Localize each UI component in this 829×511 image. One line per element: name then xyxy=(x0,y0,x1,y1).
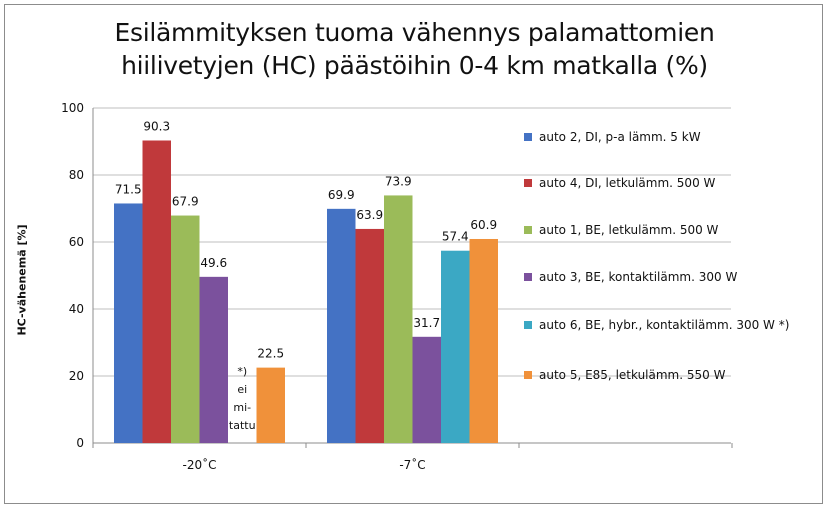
bar xyxy=(384,195,413,443)
x-tick-label: -20˚C xyxy=(183,457,217,472)
legend-swatch xyxy=(524,273,532,281)
bar xyxy=(199,276,228,443)
annotation-text: tattu xyxy=(229,419,256,432)
data-label: 90.3 xyxy=(143,119,170,133)
bar xyxy=(114,203,143,443)
legend-item: auto 5, E85, letkulämm. 550 W xyxy=(524,366,824,384)
y-tick-label: 40 xyxy=(69,302,84,316)
legend-label: auto 2, DI, p-a lämm. 5 kW xyxy=(539,130,701,144)
y-tick-label: 80 xyxy=(69,168,84,182)
x-tick-label: -7˚C xyxy=(399,457,425,472)
legend-item: auto 4, DI, letkulämm. 500 W xyxy=(524,174,824,192)
legend-swatch xyxy=(524,179,532,187)
data-label: 63.9 xyxy=(356,208,383,222)
data-label: 31.7 xyxy=(413,316,440,330)
bar xyxy=(441,250,470,443)
legend-label: auto 3, BE, kontaktilämm. 300 W xyxy=(539,270,738,284)
bar xyxy=(142,140,171,443)
data-label: 67.9 xyxy=(172,195,199,209)
data-label: 57.4 xyxy=(442,230,469,244)
legend-swatch xyxy=(524,371,532,379)
chart-title-line-2: hiilivetyjen (HC) päästöihin 0-4 km matk… xyxy=(121,51,708,80)
chart-title: Esilämmityksen tuoma vähennys palamattom… xyxy=(0,16,829,82)
data-label: 71.5 xyxy=(115,182,142,196)
bar xyxy=(327,208,356,443)
legend-item: auto 2, DI, p-a lämm. 5 kW xyxy=(524,128,824,146)
legend-item: auto 6, BE, hybr., kontaktilämm. 300 W *… xyxy=(524,316,824,334)
legend-swatch xyxy=(524,321,532,329)
legend-swatch xyxy=(524,226,532,234)
y-tick-label: 100 xyxy=(61,101,84,115)
legend-item: auto 1, BE, letkulämm. 500 W xyxy=(524,221,824,239)
legend-label: auto 1, BE, letkulämm. 500 W xyxy=(539,223,719,237)
bar xyxy=(355,228,384,443)
annotation-text: *) xyxy=(237,365,247,378)
legend-label: auto 5, E85, letkulämm. 550 W xyxy=(539,368,726,382)
bar xyxy=(412,336,441,443)
legend-swatch xyxy=(524,133,532,141)
legend-item: auto 3, BE, kontaktilämm. 300 W xyxy=(524,268,824,286)
y-tick-label: 20 xyxy=(69,369,84,383)
y-tick-label: 0 xyxy=(76,436,84,450)
data-label: 22.5 xyxy=(257,347,284,361)
data-label: 73.9 xyxy=(385,174,412,188)
data-label: 69.9 xyxy=(328,188,355,202)
data-label: 60.9 xyxy=(470,218,497,232)
legend-label: auto 4, DI, letkulämm. 500 W xyxy=(539,176,716,190)
legend-label: auto 6, BE, hybr., kontaktilämm. 300 W *… xyxy=(539,318,790,332)
bar xyxy=(171,215,200,443)
data-label: 49.6 xyxy=(200,256,227,270)
bar xyxy=(469,238,498,443)
bar xyxy=(256,367,285,443)
chart-title-line-1: Esilämmityksen tuoma vähennys palamattom… xyxy=(114,18,715,47)
annotation-text: ei xyxy=(237,383,247,396)
annotation-text: mi- xyxy=(233,401,251,414)
y-tick-label: 60 xyxy=(69,235,84,249)
